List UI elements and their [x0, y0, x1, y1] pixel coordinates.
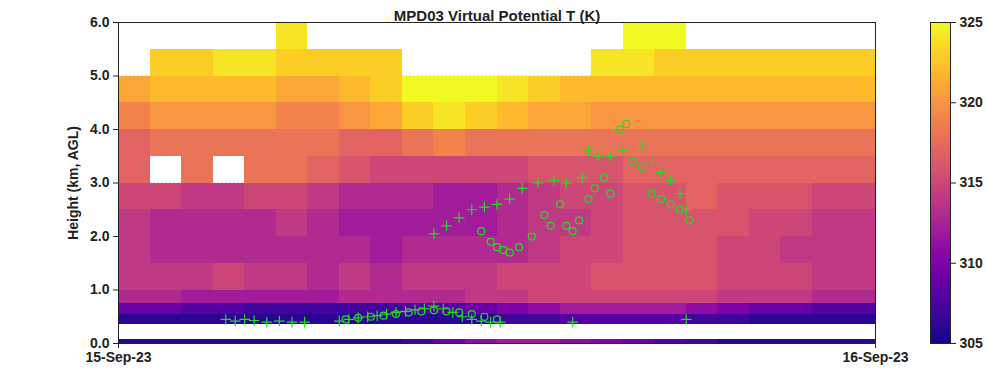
svg-text:325: 325 [960, 14, 984, 30]
svg-text:310: 310 [960, 255, 984, 271]
svg-text:320: 320 [960, 94, 984, 110]
svg-text:16-Sep-23: 16-Sep-23 [842, 349, 908, 365]
svg-text:15-Sep-23: 15-Sep-23 [85, 349, 151, 365]
svg-text:Height (km, AGL): Height (km, AGL) [65, 126, 81, 240]
svg-text:305: 305 [960, 335, 984, 351]
svg-text:6.0: 6.0 [90, 14, 110, 30]
svg-text:1.0: 1.0 [90, 281, 110, 297]
svg-text:3.0: 3.0 [90, 174, 110, 190]
svg-text:MPD03 Virtual Potential T (K): MPD03 Virtual Potential T (K) [394, 7, 600, 24]
svg-text:2.0: 2.0 [90, 228, 110, 244]
svg-text:4.0: 4.0 [90, 121, 110, 137]
svg-text:0.0: 0.0 [90, 335, 110, 351]
svg-text:315: 315 [960, 174, 984, 190]
svg-text:5.0: 5.0 [90, 67, 110, 83]
